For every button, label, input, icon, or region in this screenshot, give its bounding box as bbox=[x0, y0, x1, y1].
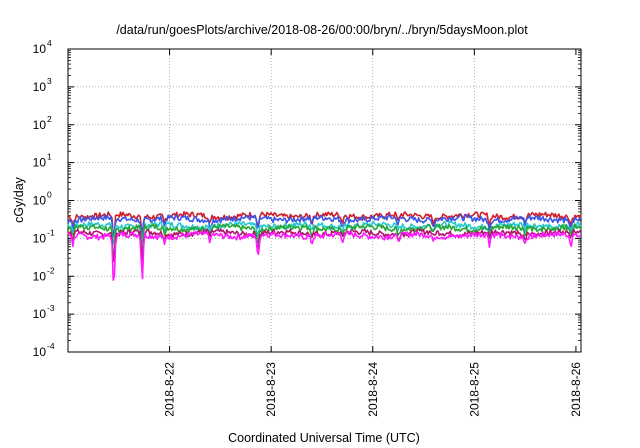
y-tick-label: 10 bbox=[33, 156, 47, 170]
x-tick-label: 2018-8-23 bbox=[264, 362, 278, 417]
y-tick-label: 10 bbox=[33, 307, 47, 321]
x-axis-ticks: 2018-8-22 2018-8-23 2018-8-24 2018-8-25 2018… bbox=[163, 49, 583, 417]
y-tick-exponent: 3 bbox=[47, 76, 52, 86]
y-tick-label: 10 bbox=[33, 80, 47, 94]
y-tick-exponent: 1 bbox=[47, 152, 52, 162]
x-tick-label: 2018-8-22 bbox=[163, 362, 177, 417]
y-tick-exponent: 4 bbox=[47, 38, 52, 48]
series-line bbox=[67, 230, 582, 281]
grid-lines bbox=[68, 49, 581, 352]
series-line bbox=[67, 214, 582, 239]
y-tick-exponent: -3 bbox=[47, 303, 55, 313]
chart-title: /data/run/goesPlots/archive/2018-08-26/0… bbox=[116, 23, 528, 37]
y-tick-label: 10 bbox=[33, 345, 47, 359]
y-tick-exponent: -1 bbox=[47, 227, 55, 237]
x-tick-label: 2018-8-24 bbox=[366, 362, 380, 417]
x-tick-label: 2018-8-26 bbox=[569, 362, 583, 417]
y-tick-label: 10 bbox=[33, 269, 47, 283]
x-axis-label: Coordinated Universal Time (UTC) bbox=[228, 431, 420, 445]
series-line bbox=[67, 223, 582, 259]
y-tick-label: 10 bbox=[33, 118, 47, 132]
y-tick-exponent: 2 bbox=[47, 114, 52, 124]
y-tick-exponent: -4 bbox=[47, 341, 55, 351]
y-tick-label: 10 bbox=[33, 194, 47, 208]
plot-frame bbox=[67, 48, 582, 353]
y-tick-exponent: 0 bbox=[47, 190, 52, 200]
y-axis-label: cGy/day bbox=[12, 176, 26, 223]
y-tick-label: 10 bbox=[33, 231, 47, 245]
y-tick-exponent: -2 bbox=[47, 265, 55, 275]
series-lines bbox=[67, 211, 582, 281]
x-tick-label: 2018-8-25 bbox=[467, 362, 481, 417]
series-line bbox=[67, 211, 582, 239]
y-tick-label: 10 bbox=[33, 42, 47, 56]
